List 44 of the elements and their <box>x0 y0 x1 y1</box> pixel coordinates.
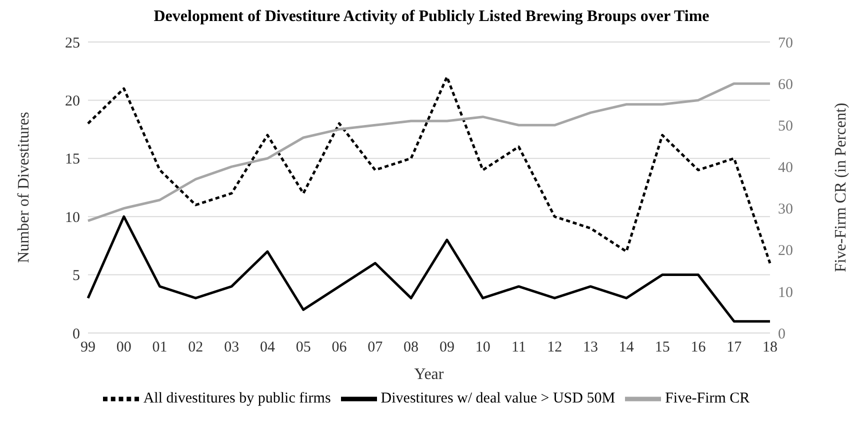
x-tick-label: 10 <box>475 340 490 356</box>
y2-tick-label: 40 <box>778 160 793 176</box>
x-tick-label: 15 <box>654 340 670 356</box>
x-tick-label: 04 <box>260 340 276 356</box>
y-tick-label: 10 <box>65 210 80 226</box>
x-tick-label: 13 <box>583 340 598 356</box>
x-tick-label: 09 <box>439 340 454 356</box>
x-tick-label: 14 <box>618 340 634 356</box>
y2-tick-label: 20 <box>778 243 793 260</box>
x-tick-label: 18 <box>762 340 778 356</box>
y2-axis-title: Five-Firm CR (in Percent) <box>832 102 850 272</box>
x-tick-label: 12 <box>547 340 562 356</box>
y-axis-title: Number of Divestitures <box>16 112 33 264</box>
y2-tick-label: 70 <box>778 35 793 52</box>
x-tick-label: 17 <box>726 340 742 356</box>
y2-tick-label: 50 <box>778 118 793 134</box>
chart-title: Development of Divestiture Activity of Publicly Listed Brewing Broups over Time <box>152 8 710 26</box>
y-tick-label: 25 <box>65 35 80 52</box>
x-tick-label: 06 <box>332 340 348 356</box>
legend-label: Divestitures w/ deal value > USD 50M <box>380 390 616 406</box>
y2-tick-label: 10 <box>778 284 793 301</box>
y-tick-label: 20 <box>65 94 80 110</box>
line-series <box>86 82 772 222</box>
x-axis-title: Year <box>414 366 444 383</box>
y2-tick-label: 60 <box>778 76 793 93</box>
y2-tick-label: 0 <box>778 326 786 342</box>
line-series <box>86 215 772 323</box>
y-tick-label: 0 <box>72 326 80 342</box>
x-tick-label: 16 <box>690 340 706 356</box>
legend-label: Five-Firm CR <box>665 390 750 406</box>
x-tick-label: 11 <box>512 340 526 356</box>
y2-tick-label: 30 <box>778 202 793 218</box>
y-tick-label: 15 <box>65 152 80 168</box>
x-tick-label: 08 <box>404 340 419 356</box>
line-series <box>86 76 772 264</box>
x-tick-label: 02 <box>188 340 204 356</box>
legend-label: All divestitures by public firms <box>143 390 331 406</box>
y-tick-label: 5 <box>72 268 80 284</box>
x-tick-label: 99 <box>80 340 96 356</box>
x-tick-label: 03 <box>224 340 240 356</box>
x-tick-label: 00 <box>116 340 132 356</box>
x-tick-label: 01 <box>152 340 168 356</box>
x-tick-label: 07 <box>368 340 384 356</box>
x-tick-label: 05 <box>296 340 311 356</box>
